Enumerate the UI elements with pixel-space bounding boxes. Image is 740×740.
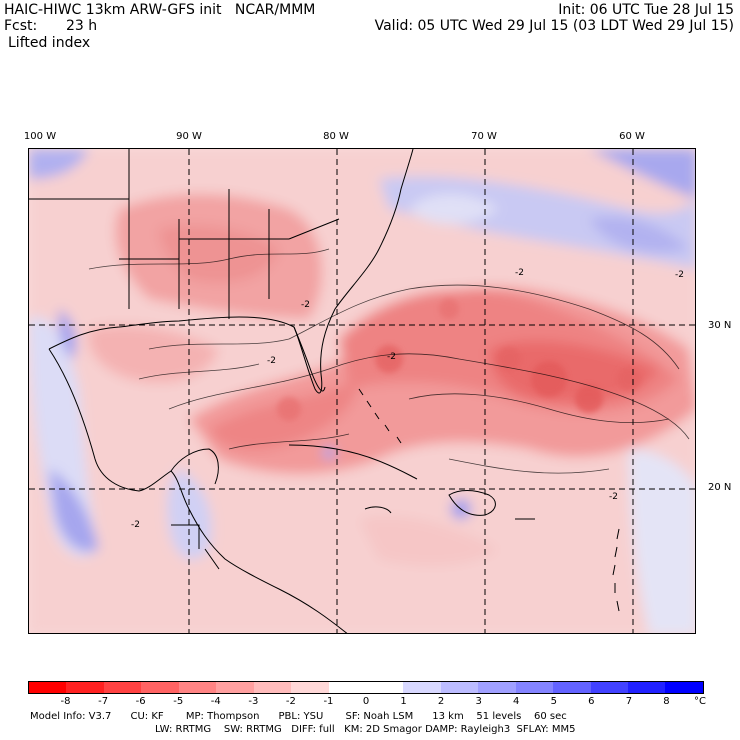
forecast-hour: 23 h [66,18,98,34]
colorbar-swatch [665,682,703,693]
colorbar-swatch [29,682,67,693]
lon-label-90w: 90 W [176,131,202,142]
contour-label: -2 [515,268,524,278]
contour-label: -2 [301,300,310,310]
colorbar-swatch [553,682,591,693]
lon-label-70w: 70 W [471,131,497,142]
colorbar-swatch [253,682,292,693]
colorbar-swatch [66,682,104,693]
lon-label-80w: 80 W [323,131,349,142]
field-speckle [277,299,641,421]
lat-label-30n: 30 N [708,320,732,331]
colorbar-tick-label: -7 [98,696,109,707]
contour-label: -2 [267,356,276,366]
contour-label: -2 [131,520,140,530]
colorbar-tick-label: 0 [362,696,370,707]
colorbar-swatch [403,682,441,693]
colorbar-tick-label: 8 [663,696,670,707]
colorbar-tick-label: 6 [588,696,595,707]
init-time: Init: 06 UTC Tue 28 Jul 15 [558,2,734,18]
colorbar-swatch [515,682,554,693]
colorbar-swatch [291,682,329,693]
colorbar-swatch [216,682,254,693]
colorbar-swatch [328,682,366,693]
lifted-index-map: -2 -2 -2 -2 -2 -2 -2 [28,148,696,634]
colorbar-tick-label: 1 [400,696,407,707]
colorbar-tick-label: 4 [513,696,520,707]
colorbar-swatch [628,682,666,693]
lon-label-100w: 100 W [23,131,57,142]
colorbar-tick-label: -3 [248,696,259,707]
contour-label: -2 [609,492,618,502]
model-info-line2: LW: RRTMG SW: RRTMG DIFF: full KM: 2D Sm… [155,724,576,735]
colorbar-tick-label: -1 [323,696,334,707]
contour-labels: -2 -2 -2 -2 -2 -2 -2 [131,268,684,530]
lon-label-60w: 60 W [619,131,645,142]
colorbar [28,681,704,694]
colorbar-swatch [103,682,142,693]
contour-label: -2 [675,270,684,280]
lat-label-20n: 20 N [708,482,732,493]
colorbar-tick-label: 3 [475,696,482,707]
valid-time: Valid: 05 UTC Wed 29 Jul 15 (03 LDT Wed … [374,18,734,34]
colorbar-unit: °C [694,696,706,707]
colorbar-swatch [365,682,404,693]
colorbar-swatch [478,682,516,693]
model-info-line1: Model Info: V3.7 CU: KF MP: Thompson PBL… [30,711,567,722]
colorbar-swatch [178,682,217,693]
colorbar-tick-label: 2 [437,696,445,707]
colorbar-swatch [590,682,628,693]
colorbar-tick-label: -4 [210,696,221,707]
colorbar-tick-label: -6 [135,696,146,707]
colorbar-tick-label: 7 [625,696,633,707]
colorbar-swatch [141,682,179,693]
map-canvas: -2 -2 -2 -2 -2 -2 -2 [29,149,695,633]
colorbar-tick-label: -8 [60,696,71,707]
li-contours [88,248,690,474]
field-name: Lifted index [8,35,91,51]
model-title: HAIC-HIWC 13km ARW-GFS init NCAR/MMM [4,2,316,18]
contour-label: -2 [387,352,396,362]
colorbar-tick-label: -5 [173,696,184,707]
colorbar-tick-label: 5 [550,696,557,707]
coastlines [29,149,620,633]
grid-lines [29,149,695,633]
colorbar-tick-label: -2 [285,696,296,707]
colorbar-swatch [440,682,479,693]
forecast-label: Fcst: [4,18,38,34]
